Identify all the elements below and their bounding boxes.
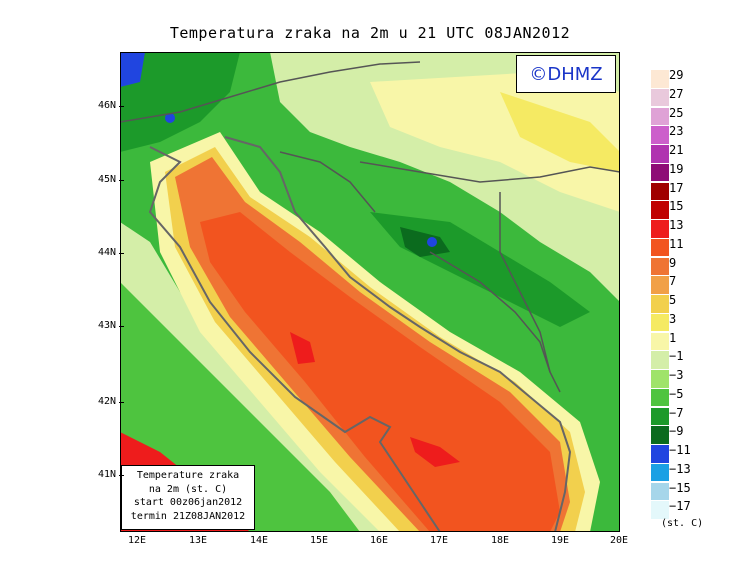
pannonian-warm-zone (370, 72, 620, 212)
warm-spot-2 (410, 437, 460, 467)
balkan-coastline (224, 136, 572, 532)
legend-swatch (651, 70, 669, 88)
legend-swatch (651, 126, 669, 144)
legend-swatch (651, 388, 669, 407)
lon-tick-15e: 15E (309, 535, 329, 546)
lon-tick-14e: 14E (249, 535, 269, 546)
legend-label: 19 (669, 161, 684, 176)
adriatic-warm-core (200, 212, 560, 532)
border-drina (499, 192, 561, 393)
temperature-map (120, 52, 620, 532)
legend-swatch (651, 501, 669, 519)
lat-tick-44n: 44N (86, 247, 124, 258)
legend-swatch (651, 145, 669, 163)
legend-label: 3 (669, 311, 677, 326)
legend-label: 21 (669, 143, 684, 157)
legend-label: −1 (669, 349, 684, 364)
legend-swatch (651, 407, 669, 425)
legend-swatch (651, 88, 669, 107)
lon-tick-18e: 18E (490, 535, 510, 546)
legend-swatch (651, 257, 669, 275)
legend-swatch (651, 313, 669, 332)
legend-label: −3 (669, 368, 684, 382)
map-title: Temperatura zraka na 2m u 21 UTC 08JAN20… (169, 24, 571, 42)
cold-spot-2 (427, 237, 437, 247)
lat-tick-43n: 43N (86, 320, 124, 331)
info-line-3: start 00z06jan2012 (133, 497, 243, 508)
legend-label: 17 (669, 180, 684, 195)
border-north (120, 61, 421, 123)
lat-tick-46n: 46N (86, 100, 124, 111)
legend-swatch (651, 220, 669, 238)
alps-cold-zone (120, 52, 240, 152)
legend-label: −11 (669, 443, 691, 457)
legend-label: 9 (669, 255, 677, 270)
lat-tick-41n: 41N (86, 469, 124, 480)
lon-tick-12e: 12E (127, 535, 147, 546)
legend-label: −15 (669, 480, 691, 495)
warm-spot-1 (290, 332, 315, 364)
lon-tick-13e: 13E (188, 535, 208, 546)
legend-label: −5 (669, 386, 684, 401)
legend-label: 27 (669, 86, 684, 101)
info-line-4: termin 21Z08JAN2012 (130, 510, 246, 522)
legend-swatch (651, 182, 669, 200)
legend-swatch (651, 201, 669, 219)
lon-tick-20e: 20E (609, 535, 629, 546)
legend-label: 5 (669, 293, 677, 307)
dinaric-colder-zone (400, 227, 450, 257)
legend-label: 11 (669, 236, 684, 251)
lon-tick-19e: 19E (550, 535, 570, 546)
legend-label: 13 (669, 218, 684, 232)
legend-swatch (651, 351, 669, 369)
lat-tick-42n: 42N (86, 396, 124, 407)
alps-coldest-zone (120, 52, 145, 87)
legend-swatch (651, 276, 669, 294)
pannonian-yellow-zone (500, 92, 620, 172)
legend-swatch (651, 445, 669, 463)
legend-label: 23 (669, 124, 684, 139)
legend-label: −17 (669, 499, 691, 514)
legend-swatch (651, 332, 669, 350)
legend-label: −7 (669, 405, 684, 420)
legend-label: 29 (669, 68, 684, 82)
legend-swatch (651, 107, 669, 125)
legend-label: 1 (669, 330, 677, 345)
lon-tick-16e: 16E (369, 535, 389, 546)
info-line-2: na 2m (st. C) (148, 483, 228, 495)
info-box: Temperature zraka na 2m (st. C) start 00… (121, 465, 255, 530)
legend-swatch (651, 163, 669, 182)
legend-label: 7 (669, 274, 677, 289)
legend-swatch (651, 370, 669, 388)
legend-label: 15 (669, 199, 684, 214)
border-sava (359, 161, 620, 183)
legend-swatch (651, 482, 669, 500)
italy-coastline (148, 146, 441, 532)
info-line-1: Temperature zraka (136, 470, 240, 481)
lat-tick-45n: 45N (86, 174, 124, 185)
legend-swatch (651, 463, 669, 482)
border-lika (279, 151, 376, 213)
legend-swatch (651, 295, 669, 313)
legend-label: −9 (669, 424, 684, 439)
cold-spot-1 (165, 113, 175, 123)
copyright-badge: ©DHMZ (516, 55, 616, 93)
legend-label: 25 (669, 105, 684, 120)
legend-swatch (651, 426, 669, 444)
legend-label: −13 (669, 461, 691, 476)
border-herzegovina (429, 251, 551, 373)
legend-swatch (651, 238, 669, 257)
legend-unit: (st. C) (661, 518, 704, 529)
temperature-field (120, 52, 620, 532)
lon-tick-17e: 17E (429, 535, 449, 546)
